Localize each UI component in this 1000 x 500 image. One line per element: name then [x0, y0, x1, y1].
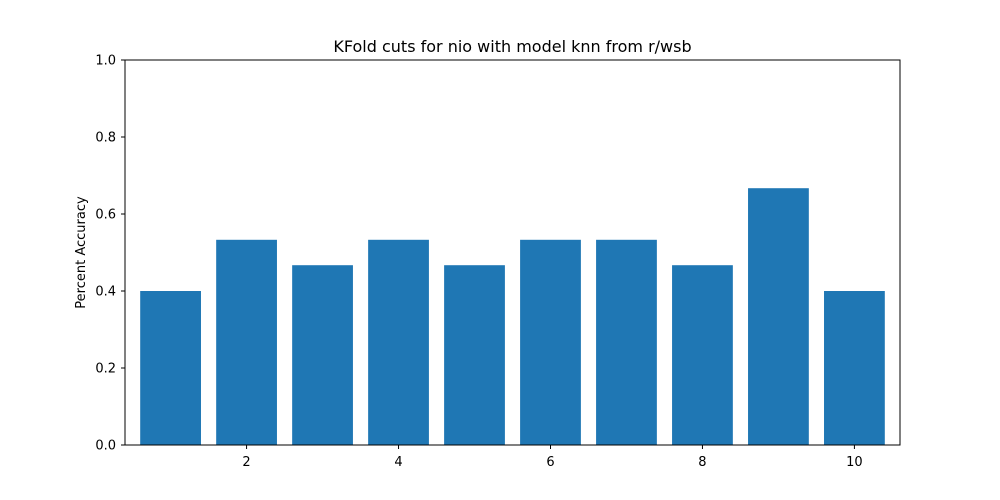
- bar-7: [596, 239, 657, 445]
- x-tick-label: 4: [394, 455, 402, 470]
- bar-6: [520, 239, 581, 445]
- x-tick-label: 2: [242, 455, 250, 470]
- y-tick-label: 0.4: [95, 285, 116, 300]
- x-tick-label: 10: [846, 455, 863, 470]
- bar-8: [672, 265, 733, 445]
- y-axis-ticks: 0.0 0.2 0.4 0.6 0.8 1.0: [95, 54, 125, 454]
- bar-4: [368, 239, 429, 445]
- bar-2: [216, 239, 277, 445]
- y-tick-label: 0.6: [95, 208, 116, 223]
- bar-5: [444, 265, 505, 445]
- plot-frame: [124, 59, 901, 446]
- y-tick-label: 0.2: [95, 362, 116, 377]
- bar-3: [292, 265, 353, 445]
- y-tick-label: 0.8: [95, 131, 116, 146]
- x-axis-ticks: 2 4 6 8 10: [242, 445, 863, 470]
- x-tick-label: 6: [546, 455, 554, 470]
- y-tick-label: 0.0: [95, 439, 116, 454]
- bar-10: [824, 291, 885, 445]
- chart-title: KFold cuts for nio with model knn from r…: [333, 37, 691, 56]
- x-tick-label: 8: [698, 455, 706, 470]
- y-axis-label: Percent Accuracy: [74, 196, 89, 309]
- y-tick-label: 1.0: [95, 54, 116, 69]
- bars-group: [140, 188, 885, 445]
- bar-9: [748, 188, 809, 445]
- bar-1: [140, 291, 201, 445]
